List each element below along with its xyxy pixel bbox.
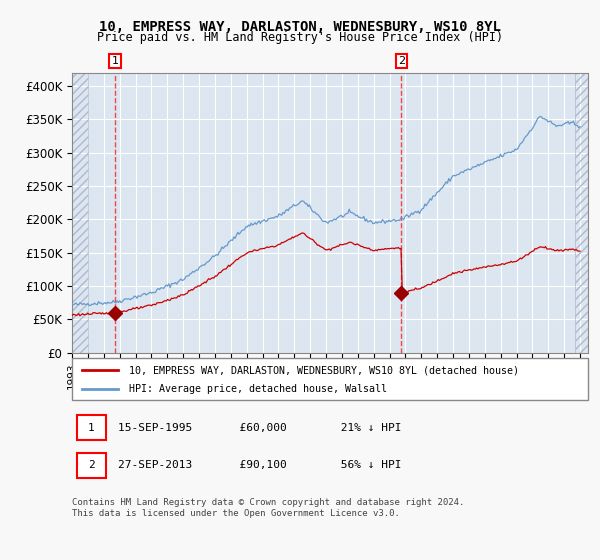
Text: 10, EMPRESS WAY, DARLASTON, WEDNESBURY, WS10 8YL (detached house): 10, EMPRESS WAY, DARLASTON, WEDNESBURY, … [129, 365, 519, 375]
FancyBboxPatch shape [77, 415, 106, 440]
Text: 10, EMPRESS WAY, DARLASTON, WEDNESBURY, WS10 8YL: 10, EMPRESS WAY, DARLASTON, WEDNESBURY, … [99, 20, 501, 34]
Text: HPI: Average price, detached house, Walsall: HPI: Average price, detached house, Wals… [129, 384, 387, 394]
FancyBboxPatch shape [72, 358, 588, 400]
Bar [575, 73, 588, 353]
Text: Price paid vs. HM Land Registry's House Price Index (HPI): Price paid vs. HM Land Registry's House … [97, 31, 503, 44]
Text: 2: 2 [88, 460, 94, 470]
Text: 1: 1 [112, 56, 119, 66]
Text: 2: 2 [398, 56, 405, 66]
Text: Contains HM Land Registry data © Crown copyright and database right 2024.
This d: Contains HM Land Registry data © Crown c… [72, 498, 464, 518]
Text: 1: 1 [88, 423, 94, 433]
Text: 27-SEP-2013       £90,100        56% ↓ HPI: 27-SEP-2013 £90,100 56% ↓ HPI [118, 460, 402, 470]
FancyBboxPatch shape [77, 452, 106, 478]
Text: 15-SEP-1995       £60,000        21% ↓ HPI: 15-SEP-1995 £60,000 21% ↓ HPI [118, 423, 402, 433]
Bar [72, 73, 88, 353]
